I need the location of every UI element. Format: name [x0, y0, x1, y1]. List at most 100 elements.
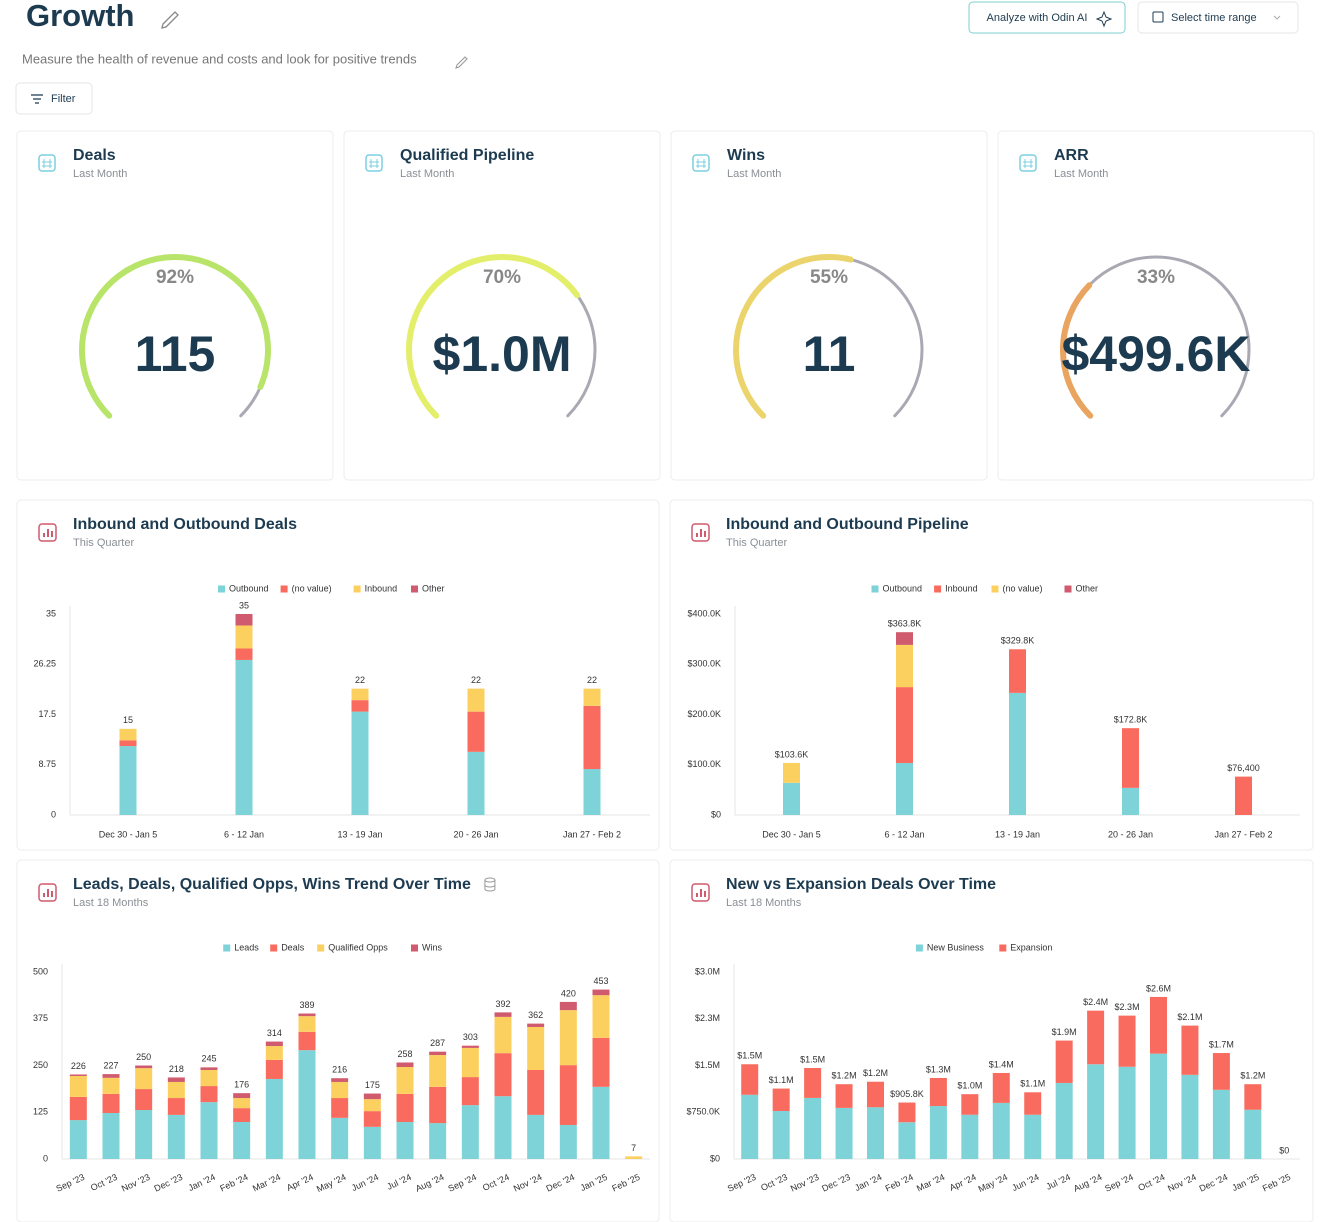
bar-segment — [1150, 1053, 1167, 1159]
legend-swatch — [999, 944, 1007, 952]
x-tick-label: 20 - 26 Jan — [453, 829, 498, 839]
legend-swatch — [411, 585, 418, 593]
legend-swatch — [270, 944, 278, 952]
bar-segment — [135, 1089, 153, 1111]
bar-segment — [583, 769, 601, 815]
bar-segment — [527, 1026, 545, 1070]
legend-label: (no value) — [292, 583, 332, 593]
gauge-value: 115 — [135, 326, 216, 382]
total-label: $2.4M — [1083, 997, 1108, 1007]
legend-swatch — [353, 585, 361, 593]
bar-segment — [331, 1117, 349, 1159]
bar-segment — [896, 762, 913, 815]
total-label: 245 — [201, 1054, 216, 1064]
bar-segment — [363, 1111, 381, 1127]
total-label: 226 — [71, 1061, 86, 1071]
legend-label: Deals — [281, 942, 305, 952]
bar-segment — [135, 1110, 153, 1159]
bar-segment — [804, 1097, 822, 1159]
legend-label: Wins — [422, 942, 442, 952]
bar-segment — [1181, 1025, 1199, 1075]
bar-segment — [265, 1041, 283, 1047]
gauge-progress — [406, 254, 581, 419]
metric-icon — [365, 154, 383, 172]
bar-segment — [102, 1074, 120, 1078]
gauge-percent: 55% — [810, 267, 848, 288]
bar-segment — [625, 1156, 643, 1159]
bar-segment — [583, 688, 601, 706]
x-tick-label: Jan 27 - Feb 2 — [1214, 829, 1272, 839]
bar-segment — [235, 648, 253, 660]
bar-segment — [396, 1062, 414, 1067]
total-label: 287 — [430, 1038, 445, 1048]
bar-segment — [527, 1023, 545, 1027]
y-tick-label: $1.5M — [695, 1060, 720, 1070]
bar-segment — [69, 1120, 87, 1159]
y-tick-label: $0 — [711, 809, 721, 819]
card-title: Inbound and Outbound Deals — [73, 516, 297, 533]
legend-swatch — [991, 585, 999, 593]
bar-segment — [298, 1016, 316, 1032]
chart-icon — [696, 889, 706, 897]
bar-segment — [429, 1086, 447, 1124]
bar-segment — [1009, 649, 1026, 693]
bar-segment — [929, 1077, 947, 1107]
x-tick-label: 6 - 12 Jan — [224, 829, 264, 839]
legend-swatch — [411, 944, 418, 952]
y-tick-label: $100.0K — [687, 759, 721, 769]
total-label: $2.1M — [1177, 1012, 1202, 1022]
total-label: $1.2M — [1240, 1071, 1265, 1081]
bar-segment — [331, 1098, 349, 1118]
bar-segment — [233, 1121, 251, 1159]
time-range-button[interactable]: Select time range — [1137, 1, 1299, 34]
edit-icon[interactable] — [455, 56, 468, 69]
bar-segment — [1122, 728, 1139, 788]
legend-label: (no value) — [1003, 583, 1043, 593]
bar-segment — [233, 1098, 251, 1109]
bar-segment — [102, 1093, 120, 1113]
x-tick-label: 13 - 19 Jan — [995, 829, 1040, 839]
legend-label: Outbound — [229, 583, 269, 593]
card-subtitle: Last Month — [1054, 168, 1108, 180]
metric-icon — [696, 159, 706, 168]
bar-segment — [867, 1107, 884, 1159]
y-tick-label: $3.0M — [695, 966, 720, 976]
bar-segment — [559, 1124, 577, 1159]
card-title: Leads, Deals, Qualified Opps, Wins Trend… — [73, 876, 471, 893]
metric-icon — [369, 159, 379, 168]
total-label: $2.3M — [1115, 1002, 1140, 1012]
total-label: 218 — [169, 1064, 184, 1074]
bar-segment — [429, 1123, 447, 1159]
card — [343, 130, 661, 481]
edit-icon[interactable] — [161, 11, 179, 29]
metric-icon — [692, 154, 710, 172]
bar-segment — [233, 1093, 251, 1099]
bar-segment — [592, 1086, 610, 1159]
bar-segment — [396, 1066, 414, 1094]
chart-icon — [43, 889, 53, 897]
y-tick-label: 17.5 — [38, 709, 56, 719]
gauge-progress — [1060, 282, 1094, 419]
legend-label: Inbound — [365, 583, 398, 593]
x-tick-label: 13 - 19 Jan — [337, 829, 382, 839]
gauge-percent: 92% — [156, 267, 194, 288]
bar-segment — [69, 1075, 87, 1097]
legend-swatch — [871, 585, 879, 593]
total-label: $363.8K — [888, 619, 922, 629]
bar-segment — [396, 1121, 414, 1159]
filter-button[interactable]: Filter — [15, 82, 93, 115]
total-label: 453 — [593, 976, 608, 986]
bar-segment — [896, 632, 913, 645]
analyze-button[interactable]: Analyze with Odin AI — [968, 1, 1126, 34]
page-subtitle: Measure the health of revenue and costs … — [22, 51, 417, 66]
bar-segment — [592, 995, 610, 1038]
card-subtitle: Last 18 Months — [726, 897, 802, 909]
total-label: 227 — [103, 1060, 118, 1070]
card-subtitle: This Quarter — [726, 537, 787, 549]
total-label: $1.5M — [800, 1054, 825, 1064]
bar-segment — [1118, 1066, 1136, 1159]
bar-segment — [1087, 1064, 1105, 1159]
y-tick-label: 8.75 — [38, 759, 56, 769]
total-label: 15 — [123, 715, 133, 725]
bar-segment — [741, 1064, 759, 1095]
